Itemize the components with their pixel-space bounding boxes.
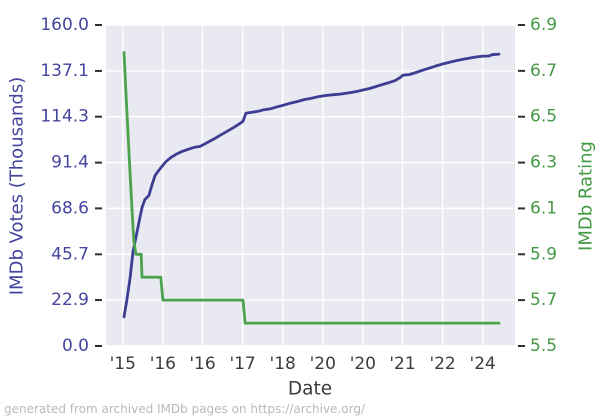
- x-tick-label: '17: [229, 354, 255, 374]
- x-tick-label: '18: [270, 354, 296, 374]
- left-tick-label: 0.0: [62, 336, 89, 356]
- x-axis-title: Date: [287, 378, 333, 400]
- x-tick-label: '20: [350, 354, 376, 374]
- x-tick-label: '24: [470, 354, 496, 374]
- left-tick-label: 91.4: [51, 153, 89, 173]
- x-tick-label: '16: [150, 354, 176, 374]
- right-tick-label: 6.9: [530, 15, 557, 35]
- left-tick-label: 160.0: [40, 15, 89, 35]
- right-tick-label: 5.7: [530, 290, 557, 310]
- x-tick-label: '16: [189, 354, 215, 374]
- x-tick-label: '15: [110, 354, 136, 374]
- rating-line-series: [122, 51, 501, 325]
- plot-area: [106, 25, 515, 346]
- left-tick-label: 114.3: [40, 107, 89, 127]
- left-tick-label: 45.7: [51, 244, 89, 264]
- x-tick-label: '22: [429, 354, 455, 374]
- right-tick-label: 6.5: [530, 107, 557, 127]
- x-tick-label: '20: [310, 354, 336, 374]
- votes-line-series: [122, 52, 501, 319]
- left-axis-title: IMDb Votes (Thousands): [6, 76, 28, 296]
- right-tick-label: 6.1: [530, 198, 557, 218]
- source-note: generated from archived IMDb pages on ht…: [4, 402, 365, 416]
- right-tick-label: 5.5: [530, 336, 557, 356]
- right-tick-label: 6.3: [530, 153, 557, 173]
- right-tick-label: 6.7: [530, 61, 557, 81]
- left-tick-label: 137.1: [40, 61, 89, 81]
- left-tick-label: 68.6: [51, 198, 89, 218]
- right-tick-label: 5.9: [530, 244, 557, 264]
- left-tick-label: 22.9: [51, 290, 89, 310]
- x-tick-label: '21: [389, 354, 415, 374]
- right-axis-title: IMDb Rating: [575, 141, 597, 251]
